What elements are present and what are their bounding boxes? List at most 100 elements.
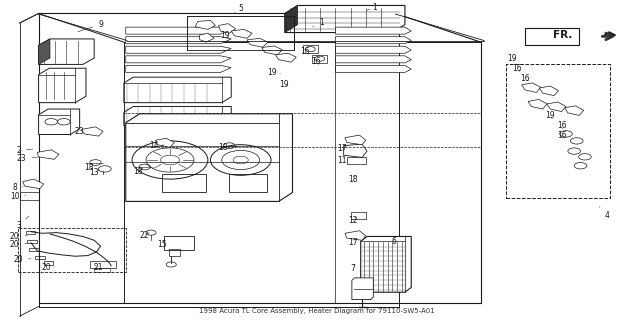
Polygon shape: [565, 106, 584, 116]
Polygon shape: [39, 39, 50, 64]
Bar: [347, 157, 366, 164]
Polygon shape: [361, 236, 411, 292]
Text: 20: 20: [9, 232, 27, 241]
Text: 4: 4: [599, 207, 610, 220]
Polygon shape: [231, 29, 252, 38]
Text: 2: 2: [16, 146, 33, 155]
Bar: [91, 261, 116, 268]
Text: 16: 16: [513, 64, 522, 73]
Bar: [169, 249, 180, 256]
Polygon shape: [285, 5, 405, 33]
Text: 19: 19: [279, 80, 289, 89]
Polygon shape: [345, 135, 366, 145]
Polygon shape: [522, 83, 541, 92]
Bar: [18, 228, 126, 272]
Polygon shape: [247, 38, 268, 47]
Text: 17: 17: [348, 238, 358, 247]
Text: 18: 18: [218, 143, 228, 152]
Text: 3: 3: [16, 216, 29, 230]
Polygon shape: [285, 5, 298, 33]
Bar: [351, 212, 367, 219]
Bar: [94, 268, 110, 271]
Text: 9: 9: [78, 20, 103, 32]
Polygon shape: [335, 65, 411, 72]
Polygon shape: [82, 127, 103, 136]
Bar: [29, 248, 39, 251]
Text: 19: 19: [546, 111, 555, 120]
Text: 1: 1: [313, 19, 324, 28]
Bar: [20, 192, 39, 200]
Bar: [506, 64, 610, 198]
Polygon shape: [126, 27, 231, 34]
Polygon shape: [335, 56, 411, 63]
Polygon shape: [126, 114, 292, 201]
Polygon shape: [275, 53, 296, 62]
Polygon shape: [39, 39, 94, 64]
Text: 17: 17: [337, 144, 347, 153]
Bar: [27, 240, 37, 243]
Polygon shape: [126, 56, 231, 63]
Bar: [303, 45, 318, 53]
Bar: [525, 28, 579, 45]
Text: 22: 22: [140, 231, 149, 240]
Text: 6: 6: [391, 236, 396, 246]
Text: 8: 8: [12, 183, 23, 192]
Polygon shape: [335, 27, 411, 34]
Polygon shape: [156, 138, 174, 147]
Bar: [162, 174, 206, 192]
Polygon shape: [39, 68, 86, 103]
Text: 15: 15: [157, 240, 166, 249]
Polygon shape: [335, 37, 411, 44]
Text: 10: 10: [9, 192, 26, 201]
Polygon shape: [528, 100, 547, 109]
Text: 1998 Acura TL Core Assembly, Heater Diagram for 79110-SW5-A01: 1998 Acura TL Core Assembly, Heater Diag…: [199, 308, 434, 314]
Polygon shape: [39, 109, 80, 134]
Text: 1: 1: [367, 3, 377, 12]
Polygon shape: [23, 179, 44, 189]
Polygon shape: [124, 77, 231, 103]
Text: 16: 16: [520, 74, 530, 83]
Text: 20: 20: [41, 263, 54, 272]
Text: 18: 18: [84, 163, 97, 172]
Text: 11: 11: [337, 156, 346, 164]
Text: 19: 19: [508, 53, 517, 62]
Text: FR.: FR.: [553, 30, 572, 40]
Polygon shape: [126, 65, 231, 72]
Bar: [229, 174, 267, 192]
Polygon shape: [547, 102, 566, 112]
Polygon shape: [218, 24, 235, 33]
Polygon shape: [126, 46, 231, 53]
Polygon shape: [199, 33, 214, 42]
Text: 19: 19: [220, 31, 230, 40]
Text: 5: 5: [234, 4, 243, 13]
Text: 20: 20: [9, 240, 27, 249]
Bar: [187, 16, 294, 50]
Text: 21: 21: [94, 263, 103, 272]
Text: 7: 7: [351, 264, 356, 273]
Polygon shape: [344, 144, 367, 157]
Text: 19: 19: [268, 68, 280, 77]
Text: 16: 16: [557, 121, 567, 130]
Polygon shape: [37, 150, 59, 159]
Bar: [26, 231, 35, 234]
Text: 14: 14: [149, 141, 164, 150]
Text: 18: 18: [134, 167, 143, 176]
Polygon shape: [539, 86, 558, 96]
Text: 23: 23: [16, 154, 38, 163]
Text: 18: 18: [348, 175, 358, 184]
Bar: [312, 55, 327, 62]
Bar: [44, 261, 53, 265]
Text: 13: 13: [89, 168, 99, 177]
Text: 23: 23: [75, 127, 88, 136]
Bar: [35, 256, 45, 259]
Text: 12: 12: [348, 216, 358, 225]
Polygon shape: [195, 20, 215, 29]
Bar: [164, 236, 194, 250]
Polygon shape: [126, 37, 231, 44]
Polygon shape: [261, 46, 282, 55]
Text: 16: 16: [557, 131, 567, 140]
Polygon shape: [345, 231, 366, 240]
Polygon shape: [352, 278, 373, 300]
Polygon shape: [124, 107, 231, 125]
Text: 20: 20: [13, 255, 31, 264]
